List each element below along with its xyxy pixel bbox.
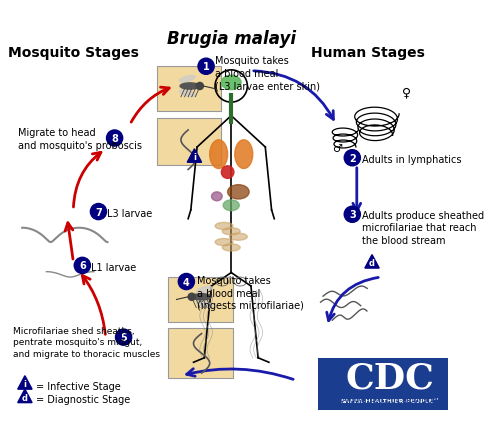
Text: L3 larvae: L3 larvae xyxy=(108,208,153,218)
Ellipse shape xyxy=(192,294,211,300)
Ellipse shape xyxy=(230,233,248,241)
Text: d: d xyxy=(22,393,28,402)
Text: Mosquito takes
a blood meal
(L3 larvae enter skin): Mosquito takes a blood meal (L3 larvae e… xyxy=(215,56,320,91)
Polygon shape xyxy=(365,255,379,269)
Circle shape xyxy=(90,204,107,220)
Text: SAFER·HEALTHIER·PEOPLE™: SAFER·HEALTHIER·PEOPLE™ xyxy=(340,398,439,403)
FancyBboxPatch shape xyxy=(157,67,221,112)
Ellipse shape xyxy=(196,301,212,308)
Circle shape xyxy=(116,329,131,345)
Text: 4: 4 xyxy=(183,277,190,287)
Circle shape xyxy=(188,293,195,301)
Text: i: i xyxy=(193,153,196,162)
Text: Mosquito Stages: Mosquito Stages xyxy=(8,46,139,59)
Ellipse shape xyxy=(210,141,228,169)
Text: i: i xyxy=(23,379,26,388)
Text: ♀: ♀ xyxy=(402,86,411,99)
Circle shape xyxy=(344,150,361,166)
Ellipse shape xyxy=(222,228,240,235)
Text: CDC: CDC xyxy=(345,361,434,395)
Text: = Infective Stage: = Infective Stage xyxy=(36,381,121,391)
Ellipse shape xyxy=(222,244,240,251)
FancyBboxPatch shape xyxy=(318,358,448,410)
Text: http://www.dpd.cdc.gov/dpdx: http://www.dpd.cdc.gov/dpdx xyxy=(319,395,443,404)
Circle shape xyxy=(107,131,123,147)
Ellipse shape xyxy=(221,76,241,90)
Ellipse shape xyxy=(211,192,222,201)
Ellipse shape xyxy=(223,201,239,211)
Text: Migrate to head
and mosquito's proboscis: Migrate to head and mosquito's proboscis xyxy=(18,128,142,150)
Circle shape xyxy=(196,83,203,90)
Text: d: d xyxy=(369,259,375,268)
Text: Adults produce sheathed
microfilariae that reach
the blood stream: Adults produce sheathed microfilariae th… xyxy=(362,210,484,245)
Circle shape xyxy=(178,274,194,290)
Text: = Diagnostic Stage: = Diagnostic Stage xyxy=(36,394,130,404)
Polygon shape xyxy=(187,149,201,163)
FancyBboxPatch shape xyxy=(169,329,233,378)
Text: L1 larvae: L1 larvae xyxy=(91,262,136,272)
Ellipse shape xyxy=(180,76,195,83)
Text: Adults in lymphatics: Adults in lymphatics xyxy=(362,155,462,165)
Text: Mosquito takes
a blood meal
(ingests microfilariae): Mosquito takes a blood meal (ingests mic… xyxy=(197,276,304,310)
Text: 2: 2 xyxy=(349,153,356,163)
FancyBboxPatch shape xyxy=(157,119,221,165)
Text: 8: 8 xyxy=(111,134,118,144)
Text: Human Stages: Human Stages xyxy=(310,46,425,59)
Circle shape xyxy=(198,59,214,75)
Ellipse shape xyxy=(228,185,249,200)
Circle shape xyxy=(344,207,361,223)
Text: Brugia malayi: Brugia malayi xyxy=(167,30,296,47)
Text: 7: 7 xyxy=(95,207,102,217)
Text: 6: 6 xyxy=(79,261,86,271)
FancyBboxPatch shape xyxy=(169,277,233,322)
Polygon shape xyxy=(18,389,32,403)
Polygon shape xyxy=(18,376,32,389)
Text: ♂: ♂ xyxy=(332,144,342,154)
Ellipse shape xyxy=(196,286,212,293)
Circle shape xyxy=(74,258,90,274)
Ellipse shape xyxy=(180,84,200,90)
Text: Microfilariae shed sheaths,
pentrate mosquito's midgut,
and migrate to thoracic : Microfilariae shed sheaths, pentrate mos… xyxy=(13,327,160,358)
Ellipse shape xyxy=(235,141,253,169)
Text: 1: 1 xyxy=(203,62,209,72)
Text: 5: 5 xyxy=(120,332,127,342)
Ellipse shape xyxy=(221,166,234,179)
Text: 3: 3 xyxy=(349,210,356,220)
Ellipse shape xyxy=(180,91,195,97)
Ellipse shape xyxy=(215,239,233,246)
Ellipse shape xyxy=(215,223,233,230)
